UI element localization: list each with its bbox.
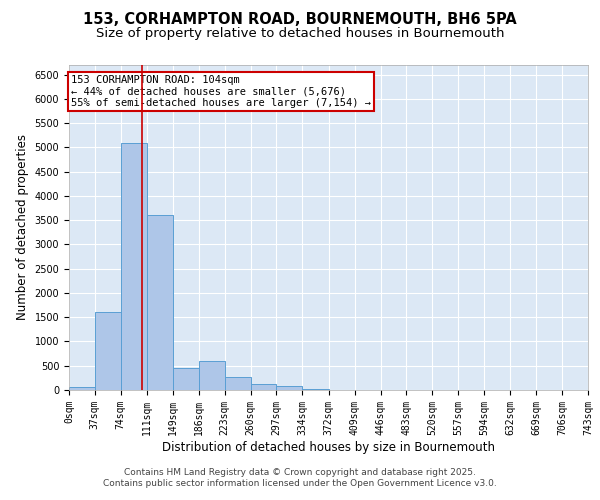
Bar [69, 386, 95, 390]
Bar [302, 388, 329, 390]
Bar [173, 368, 199, 390]
Text: 153 CORHAMPTON ROAD: 104sqm
← 44% of detached houses are smaller (5,676)
55% of : 153 CORHAMPTON ROAD: 104sqm ← 44% of det… [71, 74, 371, 108]
Bar [225, 376, 251, 390]
Bar [95, 312, 121, 390]
Bar [199, 361, 225, 390]
Bar [121, 142, 146, 390]
Bar [251, 384, 277, 390]
Text: Size of property relative to detached houses in Bournemouth: Size of property relative to detached ho… [96, 28, 504, 40]
X-axis label: Distribution of detached houses by size in Bournemouth: Distribution of detached houses by size … [162, 440, 495, 454]
Y-axis label: Number of detached properties: Number of detached properties [16, 134, 29, 320]
Bar [277, 386, 302, 390]
Text: Contains HM Land Registry data © Crown copyright and database right 2025.
Contai: Contains HM Land Registry data © Crown c… [103, 468, 497, 487]
Bar [146, 216, 173, 390]
Text: 153, CORHAMPTON ROAD, BOURNEMOUTH, BH6 5PA: 153, CORHAMPTON ROAD, BOURNEMOUTH, BH6 5… [83, 12, 517, 28]
